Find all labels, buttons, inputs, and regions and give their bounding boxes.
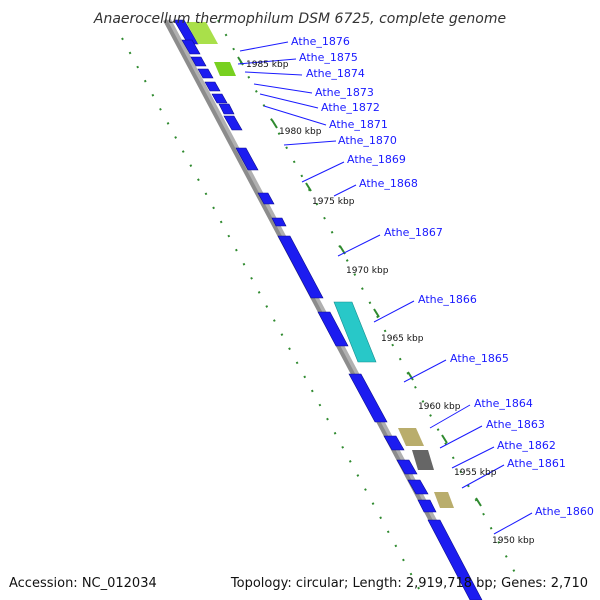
gene-athe-1868[interactable] [257, 192, 275, 205]
kbp-ticks [237, 56, 482, 507]
gene-athe-1872[interactable] [211, 93, 228, 104]
leader-athe-1873 [253, 83, 313, 94]
gene-athe-1873[interactable] [204, 81, 221, 92]
gene-athe-1866[interactable] [317, 311, 349, 347]
kbp-label: 1965 kbp [381, 334, 424, 344]
gene-athe-1863[interactable] [396, 459, 418, 475]
kbp-label: 1960 kbp [418, 402, 461, 412]
gene-athe-1869[interactable] [235, 147, 259, 171]
other-features [186, 22, 454, 508]
gene-label[interactable]: Athe_1861 [507, 457, 566, 470]
kbp-label: 1980 kbp [279, 127, 322, 137]
leader-athe-1871 [263, 105, 327, 126]
gene-label[interactable]: Athe_1866 [418, 293, 477, 306]
feature-gray[interactable] [412, 450, 434, 470]
gene-label[interactable]: Athe_1865 [450, 352, 509, 365]
leader-athe-1874 [244, 71, 303, 76]
kbp-label: 1955 kbp [454, 468, 497, 478]
gene-athe-1865[interactable] [348, 373, 388, 423]
gene-small[interactable] [271, 217, 287, 227]
accession-text: Accession: NC_012034 [9, 576, 157, 591]
label-leaders [237, 41, 533, 535]
gene-label[interactable]: Athe_1860 [535, 505, 594, 518]
leader-athe-1867 [337, 234, 381, 257]
gene-label[interactable]: Athe_1863 [486, 418, 545, 431]
leader-athe-1862 [451, 446, 495, 469]
feature-tan-2[interactable] [434, 492, 454, 508]
gene-label[interactable]: Athe_1862 [497, 439, 556, 452]
kbp-label: 1975 kbp [312, 197, 355, 207]
feature-green-mid[interactable] [214, 62, 236, 76]
gene-athe-1861[interactable] [417, 499, 437, 513]
kbp-labels: 1985 kbp 1980 kbp 1975 kbp 1970 kbp 1965… [246, 60, 535, 546]
gene-label[interactable]: Athe_1874 [306, 67, 365, 80]
gene-label[interactable]: Athe_1869 [347, 153, 406, 166]
leader-athe-1863 [439, 425, 483, 449]
gene-label[interactable]: Athe_1876 [291, 35, 350, 48]
feature-green-top[interactable] [186, 22, 218, 44]
kbp-tick [475, 497, 482, 507]
gene-athe-1862[interactable] [407, 479, 429, 495]
feature-rna-cyan[interactable] [333, 301, 377, 363]
gene-label[interactable]: Athe_1868 [359, 177, 418, 190]
kbp-tick [441, 434, 448, 444]
gene-label[interactable]: Athe_1875 [299, 51, 358, 64]
leader-athe-1866 [373, 300, 415, 323]
gene-athe-1867[interactable] [277, 235, 324, 299]
gene-athe-1875[interactable] [190, 56, 207, 67]
leader-athe-1865 [403, 359, 447, 383]
feature-tan-1[interactable] [398, 428, 424, 446]
kbp-label: 1950 kbp [492, 536, 535, 546]
map-title: Anaerocellum thermophilum DSM 6725, comp… [93, 11, 506, 27]
leader-athe-1869 [301, 161, 345, 183]
kbp-tick [407, 371, 414, 381]
gene-label[interactable]: Athe_1870 [338, 134, 397, 147]
gene-athe-1874[interactable] [197, 68, 214, 79]
genome-summary: Topology: circular; Length: 2,919,718 bp… [230, 576, 588, 591]
gene-labels: Athe_1876 Athe_1875 Athe_1874 Athe_1873 … [291, 35, 594, 518]
gene-athe-1864[interactable] [383, 435, 405, 451]
kbp-tick [271, 119, 278, 129]
gene-athe-1870[interactable] [223, 115, 243, 131]
kbp-label: 1970 kbp [346, 266, 389, 276]
gene-athe-1871[interactable] [218, 103, 235, 115]
leader-athe-1864 [429, 404, 471, 429]
leader-athe-1876 [239, 41, 289, 52]
kbp-tick [373, 308, 380, 318]
leader-athe-1868 [333, 184, 357, 197]
gene-features [173, 19, 483, 600]
leader-athe-1875 [237, 58, 297, 65]
leader-athe-1860 [493, 512, 533, 535]
gene-label[interactable]: Athe_1871 [329, 118, 388, 131]
kbp-tick [305, 182, 312, 192]
gene-athe-1860[interactable] [427, 519, 483, 600]
kbp-label: 1985 kbp [246, 60, 289, 70]
gene-label[interactable]: Athe_1873 [315, 86, 374, 99]
gene-label[interactable]: Athe_1864 [474, 397, 533, 410]
gene-label[interactable]: Athe_1867 [384, 226, 443, 239]
genome-backbone [163, 19, 475, 600]
gene-label[interactable]: Athe_1872 [321, 101, 380, 114]
leader-athe-1872 [259, 93, 319, 109]
gene-athe-1876[interactable] [181, 39, 201, 55]
leader-athe-1870 [283, 140, 337, 146]
leader-athe-1861 [461, 464, 505, 489]
